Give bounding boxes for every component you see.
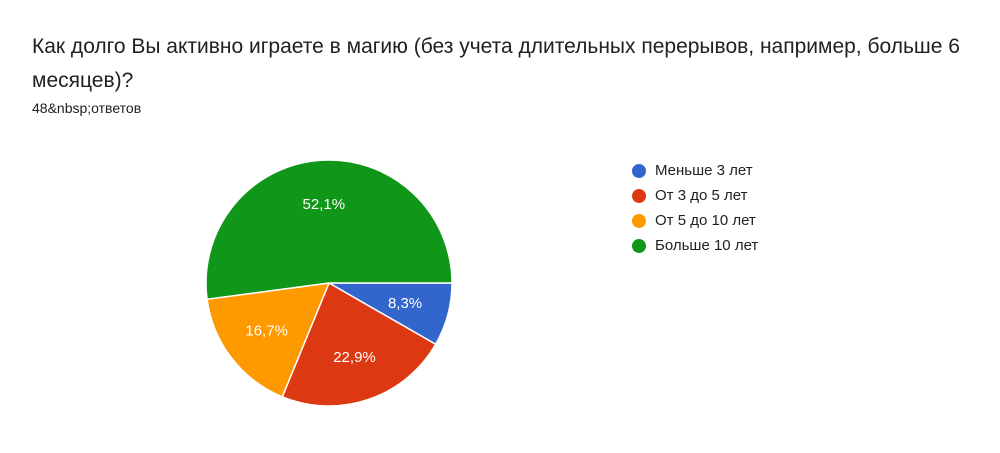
legend-item-3-to-5-years[interactable]: От 3 до 5 лет bbox=[632, 183, 758, 208]
legend-item-less-than-3-years[interactable]: Меньше 3 лет bbox=[632, 158, 758, 183]
question-title: Как долго Вы активно играете в магию (бе… bbox=[32, 35, 960, 92]
legend-label-more-than-10-years: Больше 10 лет bbox=[655, 237, 759, 254]
legend-swatch-more-than-10-years bbox=[632, 238, 646, 253]
pie-label-less-than-3-years: 8,3% bbox=[388, 295, 422, 312]
pie-slice-more-than-10-years[interactable] bbox=[205, 159, 453, 301]
legend-swatch-less-than-3-years bbox=[632, 163, 646, 178]
legend-label-5-to-10-years: От 5 до 10 лет bbox=[655, 212, 756, 229]
chart-legend: Меньше 3 лет От 3 до 5 лет От 5 до 10 лет Б… bbox=[632, 158, 758, 258]
legend-label-less-than-3-years: Меньше 3 лет bbox=[655, 162, 753, 179]
legend-item-5-to-10-years[interactable]: От 5 до 10 лет bbox=[632, 208, 758, 233]
response-count: 48&nbsp;ответов bbox=[32, 100, 142, 116]
legend-swatch-5-to-10-years bbox=[632, 213, 646, 228]
pie-label-more-than-10-years: 52,1% bbox=[303, 196, 346, 213]
legend-item-more-than-10-years[interactable]: Больше 10 лет bbox=[632, 233, 758, 258]
legend-label-3-to-5-years: От 3 до 5 лет bbox=[655, 187, 748, 204]
legend-swatch-3-to-5-years bbox=[632, 188, 646, 203]
pie-slice-3-to-5-years[interactable] bbox=[281, 281, 437, 407]
pie-slice-5-to-10-years[interactable] bbox=[206, 282, 331, 398]
pie-label-3-to-5-years: 22,9% bbox=[333, 349, 376, 366]
pie-label-5-to-10-years: 16,7% bbox=[245, 323, 288, 340]
